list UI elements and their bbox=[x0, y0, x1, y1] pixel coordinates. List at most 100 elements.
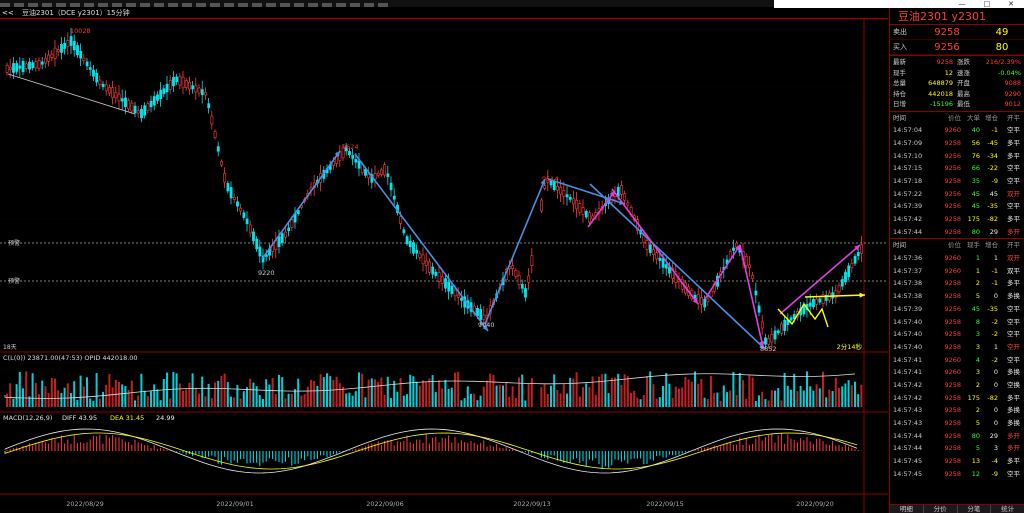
menu-item[interactable] bbox=[112, 3, 122, 7]
candle-body bbox=[15, 63, 19, 72]
volume-bar bbox=[226, 382, 229, 407]
table-row[interactable]: 14:57:45 9258 13 -4 多平 bbox=[890, 455, 1024, 468]
table-row[interactable]: 14:57:41 9260 4 -2 空平 bbox=[890, 354, 1024, 367]
volume-bar bbox=[774, 390, 776, 407]
menu-bar[interactable] bbox=[0, 0, 1024, 7]
volume-bar bbox=[530, 377, 533, 407]
menu-item[interactable] bbox=[70, 3, 80, 7]
volume-bar bbox=[559, 393, 562, 407]
menu-item[interactable] bbox=[0, 3, 10, 7]
menu-item[interactable] bbox=[364, 3, 374, 7]
menu-item[interactable] bbox=[308, 3, 318, 7]
back-icon[interactable]: << bbox=[2, 9, 14, 17]
menu-item[interactable] bbox=[350, 3, 360, 7]
table-row[interactable]: 14:57:44 9258 80 29 多开 bbox=[890, 430, 1024, 443]
volume-bar bbox=[137, 395, 140, 407]
menu-item[interactable] bbox=[196, 3, 206, 7]
panel-tab[interactable]: 明细 bbox=[890, 505, 924, 513]
table-cell: 80 bbox=[971, 227, 980, 236]
table-row[interactable]: 14:57:10 9256 76 -34 多平 bbox=[890, 150, 1024, 163]
minimize-button[interactable]: — bbox=[958, 0, 966, 8]
table-row[interactable]: 14:57:18 9258 35 -9 空平 bbox=[890, 175, 1024, 188]
trades-list[interactable]: 14:57:36 9260 1 1 双开 14:57:37 9260 1 -1 双平 14:57:3… bbox=[890, 252, 1024, 480]
table-cell: 空平 bbox=[1007, 330, 1020, 339]
table-cell: 3 bbox=[993, 444, 998, 453]
table-row[interactable]: 14:57:15 9256 66 -22 空平 bbox=[890, 162, 1024, 175]
menu-item[interactable] bbox=[294, 3, 304, 7]
ticks-list[interactable]: 14:57:04 9260 40 -1 空平 14:57:09 9258 56 -45 多平 14:… bbox=[890, 124, 1024, 238]
table-cell: 多开 bbox=[1007, 227, 1020, 236]
menu-item[interactable] bbox=[266, 3, 276, 7]
menu-item[interactable] bbox=[126, 3, 136, 7]
close-button[interactable]: ✕ bbox=[1008, 0, 1014, 8]
volume-bar bbox=[255, 386, 258, 407]
table-row[interactable]: 14:57:43 9258 5 0 多换 bbox=[890, 417, 1024, 430]
table-row[interactable]: 14:57:37 9260 1 -1 双平 bbox=[890, 265, 1024, 278]
trend-arrow-head bbox=[482, 325, 488, 331]
ask-row[interactable]: 卖出 9258 49 bbox=[890, 25, 1024, 40]
candle-body bbox=[418, 253, 422, 258]
table-cell: 14:57:38 bbox=[893, 292, 923, 301]
candle-body bbox=[511, 265, 515, 270]
candle-body bbox=[520, 284, 524, 289]
table-row[interactable]: 14:57:22 9256 45 45 双开 bbox=[890, 188, 1024, 201]
menu-item[interactable] bbox=[56, 3, 66, 7]
menu-item[interactable] bbox=[154, 3, 164, 7]
menu-item[interactable] bbox=[210, 3, 220, 7]
table-row[interactable]: 14:57:42 9258 175 -82 多平 bbox=[890, 392, 1024, 405]
table-row[interactable]: 14:57:40 9258 3 -2 空平 bbox=[890, 328, 1024, 341]
table-row[interactable]: 14:57:39 9256 45 -35 空平 bbox=[890, 200, 1024, 213]
volume-bar bbox=[694, 371, 696, 407]
contract-title[interactable]: 豆油2301（DCE y2301）15分钟 bbox=[21, 9, 130, 17]
table-row[interactable]: 14:57:39 9256 45 -35 空平 bbox=[890, 303, 1024, 316]
candle-body bbox=[440, 276, 444, 284]
menu-item[interactable] bbox=[182, 3, 192, 7]
volume-bar bbox=[82, 386, 85, 407]
table-row[interactable]: 14:57:41 9260 3 0 多换 bbox=[890, 366, 1024, 379]
table-row[interactable]: 14:57:40 9258 8 -2 空平 bbox=[890, 316, 1024, 329]
menu-item[interactable] bbox=[252, 3, 262, 7]
menu-item[interactable] bbox=[336, 3, 346, 7]
volume-bar bbox=[214, 382, 216, 407]
menu-item[interactable] bbox=[28, 3, 38, 7]
menu-item[interactable] bbox=[238, 3, 248, 7]
table-row[interactable]: 14:57:43 9258 2 0 多换 bbox=[890, 404, 1024, 417]
panel-tab[interactable]: 分笔 bbox=[958, 505, 992, 513]
candle-body bbox=[204, 92, 207, 96]
table-row[interactable]: 14:57:44 9258 5 3 多开 bbox=[890, 442, 1024, 455]
chart-area[interactable]: 10028 9624 9514 9220 9040 8852 预警 预警 18天 2分14秒 C(L… bbox=[0, 18, 888, 513]
table-row[interactable]: 14:57:44 9258 80 29 多开 bbox=[890, 226, 1024, 239]
menu-item[interactable] bbox=[322, 3, 332, 7]
menu-item[interactable] bbox=[168, 3, 178, 7]
bid-row[interactable]: 买入 9256 80 bbox=[890, 40, 1024, 55]
table-row[interactable]: 14:57:36 9260 1 1 双开 bbox=[890, 252, 1024, 265]
menu-item[interactable] bbox=[14, 3, 24, 7]
menu-item[interactable] bbox=[224, 3, 234, 7]
panel-tab[interactable]: 分价 bbox=[924, 505, 958, 513]
volume-bar bbox=[9, 383, 12, 407]
table-row[interactable]: 14:57:45 9258 12 -9 空平 bbox=[890, 468, 1024, 481]
table-row[interactable]: 14:57:42 9258 175 -82 多平 bbox=[890, 213, 1024, 226]
menu-item[interactable] bbox=[280, 3, 290, 7]
candle-body bbox=[812, 298, 815, 308]
table-row[interactable]: 14:57:09 9258 56 -45 多平 bbox=[890, 137, 1024, 150]
panel-tab[interactable]: 统计 bbox=[991, 505, 1024, 513]
table-row[interactable]: 14:57:38 9258 5 0 多换 bbox=[890, 290, 1024, 303]
volume-bar bbox=[809, 386, 812, 407]
menu-item[interactable] bbox=[42, 3, 52, 7]
volume-bar bbox=[857, 394, 860, 407]
volume-bar bbox=[463, 398, 466, 407]
table-cell: -82 bbox=[987, 215, 998, 223]
table-row[interactable]: 14:57:40 9258 3 1 空开 bbox=[890, 341, 1024, 354]
menu-item[interactable] bbox=[140, 3, 150, 7]
maximize-button[interactable]: □ bbox=[983, 0, 991, 8]
table-row[interactable]: 14:57:42 9258 2 0 空换 bbox=[890, 379, 1024, 392]
table-cell: 9256 bbox=[944, 164, 961, 173]
menu-item[interactable] bbox=[84, 3, 94, 7]
table-row[interactable]: 14:57:38 9258 2 -1 多平 bbox=[890, 277, 1024, 290]
table-cell: 0 bbox=[993, 368, 998, 377]
menu-item[interactable] bbox=[98, 3, 108, 7]
table-row[interactable]: 14:57:04 9260 40 -1 空平 bbox=[890, 124, 1024, 137]
menu-item[interactable] bbox=[378, 3, 388, 7]
